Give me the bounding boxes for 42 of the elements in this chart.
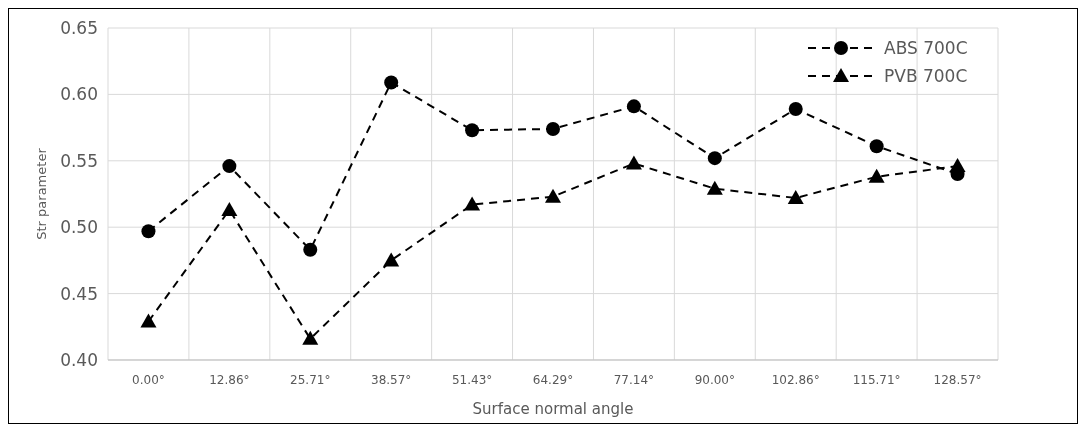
point — [140, 313, 157, 328]
point — [546, 121, 560, 136]
point — [384, 75, 399, 90]
point — [464, 196, 481, 211]
y-tick-label: 0.65 — [60, 17, 98, 38]
point — [545, 188, 561, 203]
x-tick-label: 64.29° — [532, 373, 574, 387]
x-tick-label: 77.14° — [613, 373, 655, 387]
x-tick-label: 0.00° — [132, 373, 165, 387]
y-tick-label: 0.60 — [60, 84, 98, 105]
x-tick-label: 115.71° — [852, 373, 901, 387]
point — [625, 155, 642, 170]
x-tick-label: 25.71° — [290, 373, 331, 387]
y-axis-title: Str parameter — [34, 147, 49, 240]
y-tick-label: 0.45 — [60, 283, 98, 304]
x-tick-label: 90.00° — [694, 373, 735, 387]
point — [949, 158, 966, 173]
x-tick-label: 102.86° — [771, 373, 820, 387]
x-tick-label: 51.43° — [451, 373, 493, 387]
point — [303, 242, 318, 257]
point — [707, 151, 722, 166]
x-tick-label: 12.86° — [209, 373, 250, 387]
point — [787, 189, 804, 204]
x-tick-label: 128.57° — [933, 373, 982, 387]
legend-label: PVB 700C — [884, 65, 968, 86]
point — [141, 224, 156, 239]
y-tick-label: 0.50 — [60, 217, 98, 238]
point — [222, 159, 237, 174]
point — [869, 139, 884, 154]
point — [302, 330, 319, 345]
y-tick-label: 0.55 — [60, 150, 98, 171]
point — [465, 123, 480, 138]
legend-label: ABS 700C — [884, 37, 968, 58]
x-axis-title: Surface normal angle — [472, 400, 634, 418]
x-tick-label: 38.57° — [371, 373, 412, 387]
point — [626, 99, 641, 114]
point — [788, 102, 803, 117]
point — [383, 252, 400, 267]
point — [868, 168, 885, 183]
point — [706, 180, 723, 195]
y-tick-label: 0.40 — [60, 349, 98, 370]
point — [221, 201, 238, 216]
